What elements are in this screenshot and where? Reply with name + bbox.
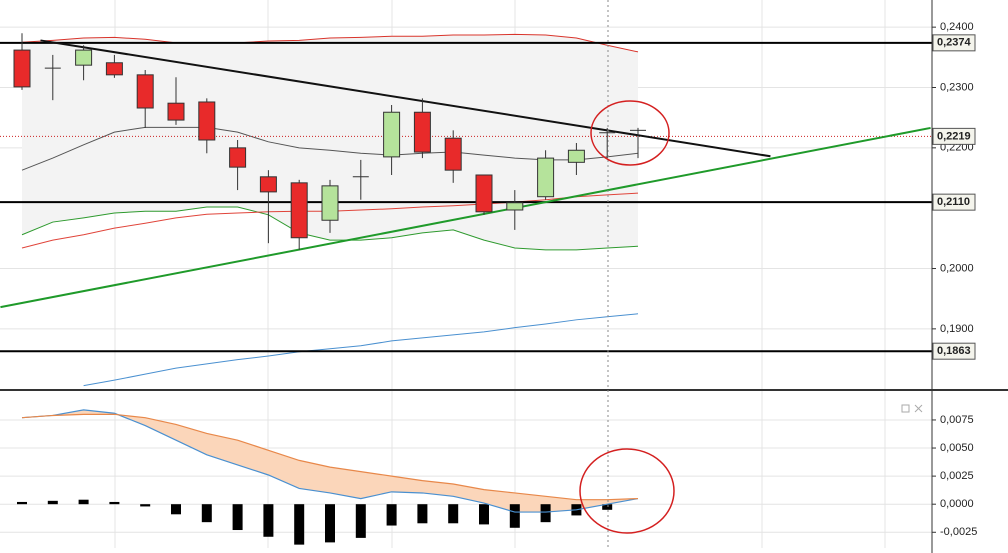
histogram-bar: [509, 504, 520, 528]
candle-body: [259, 176, 277, 193]
restore-icon[interactable]: [901, 404, 910, 413]
histogram-bar: [263, 504, 274, 537]
histogram-bar: [109, 501, 120, 505]
y-tick-label: 0,0025: [940, 470, 974, 482]
overlay-line: [21, 126, 639, 171]
candle-body: [290, 182, 308, 239]
level-label-box: [932, 342, 976, 360]
candle-body: [413, 111, 431, 153]
candle-body: [75, 49, 93, 66]
y-tick-label: -0,0025: [940, 526, 977, 538]
level-label: 0,2110: [937, 196, 970, 208]
candle-body: [13, 49, 31, 88]
level-label: 0,2219: [937, 130, 971, 142]
level-label: 0,2374: [937, 37, 972, 49]
overlay-line: [83, 313, 639, 387]
candle-body: [383, 111, 401, 158]
histogram-bar: [201, 504, 212, 523]
histogram-bar: [448, 504, 459, 524]
trend-line: [40, 39, 771, 158]
macd-line: [21, 409, 639, 513]
plot-layer: [0, 26, 932, 545]
histogram-bar: [417, 504, 428, 524]
histogram-bar: [355, 504, 366, 538]
overlay-line: [21, 206, 639, 251]
histogram-bar: [17, 501, 27, 505]
y-tick-label: 0,2400: [940, 21, 974, 33]
y-tick-label: 0,0000: [940, 498, 974, 510]
candle-body: [321, 185, 339, 221]
candle-body: [229, 147, 247, 168]
level-label-box: [932, 193, 976, 211]
candle-body: [506, 202, 524, 211]
y-tick-label: 0,0050: [940, 442, 974, 454]
histogram-bar: [140, 504, 151, 507]
axis-panel: [932, 0, 1008, 553]
y-tick-label: 0,2300: [940, 81, 974, 93]
y-tick-label: 0,0075: [940, 414, 974, 426]
histogram-bar: [232, 504, 243, 531]
macd-fill: [22, 409, 638, 513]
histogram-bar: [294, 504, 305, 545]
level-label-box: [932, 127, 976, 145]
macd-line: [21, 413, 639, 501]
candle-body: [136, 74, 154, 109]
histogram-bar: [540, 504, 551, 523]
histogram-bar: [78, 499, 89, 505]
histogram-bar: [602, 504, 613, 510]
candle-body: [198, 101, 216, 141]
panel-controls: [901, 404, 923, 413]
overlay-line: [21, 33, 639, 53]
highlight-circle: [579, 448, 675, 534]
highlight-circle: [590, 100, 670, 166]
candle-body: [105, 62, 123, 76]
histogram-bar: [386, 504, 397, 526]
histogram-bar: [171, 504, 181, 515]
histogram-bar: [479, 504, 489, 525]
candle-body: [444, 137, 462, 171]
y-tick-label: 0,1900: [940, 323, 974, 335]
close-icon: [914, 404, 923, 413]
y-tick-label: 0,2000: [940, 262, 974, 274]
trend-line: [0, 126, 931, 309]
level-label-box: [932, 34, 976, 52]
histogram-bar: [325, 504, 335, 543]
candle-body: [567, 149, 585, 163]
candle-body: [537, 157, 555, 198]
candle-body: [167, 102, 185, 121]
level-label: 0,1863: [937, 345, 971, 357]
histogram-bar: [47, 500, 58, 505]
candle-body: [475, 174, 493, 213]
